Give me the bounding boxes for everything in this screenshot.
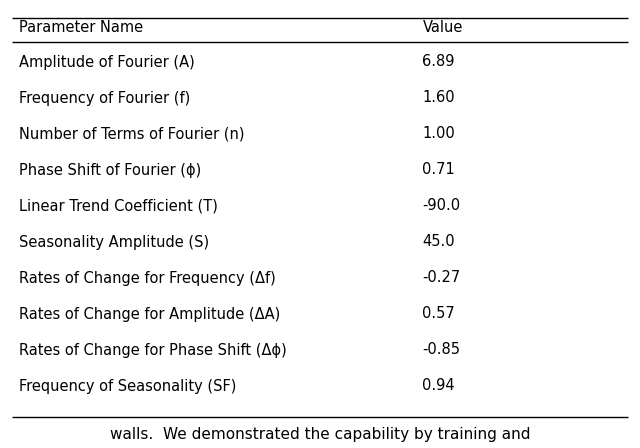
Text: Rates of Change for Amplitude (ΔA): Rates of Change for Amplitude (ΔA)	[19, 306, 280, 322]
Text: Parameter Name: Parameter Name	[19, 21, 143, 35]
Text: 0.94: 0.94	[422, 379, 455, 393]
Text: 0.71: 0.71	[422, 163, 455, 177]
Text: -0.27: -0.27	[422, 271, 461, 285]
Text: 45.0: 45.0	[422, 234, 455, 250]
Text: Seasonality Amplitude (S): Seasonality Amplitude (S)	[19, 234, 209, 250]
Text: 0.57: 0.57	[422, 306, 455, 322]
Text: 1.00: 1.00	[422, 126, 455, 142]
Text: Frequency of Fourier (f): Frequency of Fourier (f)	[19, 90, 191, 105]
Text: 6.89: 6.89	[422, 55, 455, 69]
Text: Value: Value	[422, 21, 463, 35]
Text: 1.60: 1.60	[422, 90, 455, 105]
Text: walls.  We demonstrated the capability by training and: walls. We demonstrated the capability by…	[109, 427, 531, 443]
Text: Number of Terms of Fourier (n): Number of Terms of Fourier (n)	[19, 126, 244, 142]
Text: -0.85: -0.85	[422, 343, 460, 358]
Text: Amplitude of Fourier (A): Amplitude of Fourier (A)	[19, 55, 195, 69]
Text: Linear Trend Coefficient (T): Linear Trend Coefficient (T)	[19, 198, 218, 214]
Text: Rates of Change for Phase Shift (Δϕ): Rates of Change for Phase Shift (Δϕ)	[19, 343, 287, 358]
Text: Rates of Change for Frequency (Δf): Rates of Change for Frequency (Δf)	[19, 271, 276, 285]
Text: Phase Shift of Fourier (ϕ): Phase Shift of Fourier (ϕ)	[19, 163, 202, 177]
Text: Frequency of Seasonality (SF): Frequency of Seasonality (SF)	[19, 379, 237, 393]
Text: -90.0: -90.0	[422, 198, 461, 214]
